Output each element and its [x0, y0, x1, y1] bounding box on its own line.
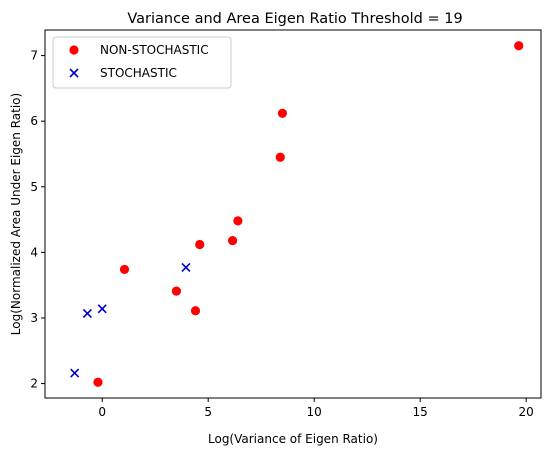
y-axis-ticks: 2 3 4 5 6 7 — [30, 49, 45, 391]
non-stochastic-point — [119, 264, 130, 275]
non-stochastic-point — [190, 306, 201, 316]
legend-box — [52, 36, 232, 89]
x-tick-label: 0 — [98, 405, 106, 419]
non-stochastic-point — [227, 235, 238, 246]
x-tick-label: 5 — [204, 405, 212, 419]
legend: NON-STOCHASTIC STOCHASTIC — [52, 36, 232, 89]
non-stochastic-point — [275, 152, 285, 162]
legend-label-non-stochastic: NON-STOCHASTIC — [100, 43, 209, 57]
stochastic-point — [181, 262, 191, 273]
legend-marker-non-stochastic — [69, 45, 79, 55]
y-tick-label: 3 — [30, 311, 38, 325]
x-tick-label: 15 — [413, 405, 428, 419]
x-tick-label: 10 — [307, 405, 322, 419]
non-stochastic-point — [171, 286, 182, 296]
y-tick-label: 7 — [30, 49, 38, 63]
x-tick-label: 20 — [519, 405, 534, 419]
y-tick-label: 5 — [30, 180, 38, 194]
legend-swatch-non-stochastic — [69, 45, 79, 55]
x-axis-label: Log(Variance of Eigen Ratio) — [208, 432, 378, 446]
plot-frame — [44, 29, 542, 399]
data-points — [70, 41, 524, 387]
y-tick-label: 2 — [30, 377, 38, 391]
legend-label-stochastic: STOCHASTIC — [100, 66, 177, 80]
non-stochastic-point — [93, 377, 103, 387]
plot-area — [45, 30, 541, 398]
non-stochastic-point — [195, 239, 205, 250]
non-stochastic-point — [514, 41, 524, 51]
y-tick-label: 4 — [30, 245, 38, 259]
y-tick-label: 6 — [30, 114, 38, 128]
stochastic-point — [82, 308, 92, 318]
x-axis-ticks: 0 5 10 15 20 — [98, 398, 534, 419]
legend-swatch-stochastic — [69, 68, 79, 78]
non-stochastic-point — [233, 216, 243, 226]
legend-marker-stochastic — [69, 68, 79, 78]
y-axis-label: Log(Normalized Area Under Eigen Ratio) — [9, 93, 23, 335]
stochastic-point — [97, 304, 107, 314]
stochastic-point — [70, 368, 80, 378]
non-stochastic-point — [277, 108, 288, 118]
chart-title: Variance and Area Eigen Ratio Threshold … — [127, 11, 462, 27]
